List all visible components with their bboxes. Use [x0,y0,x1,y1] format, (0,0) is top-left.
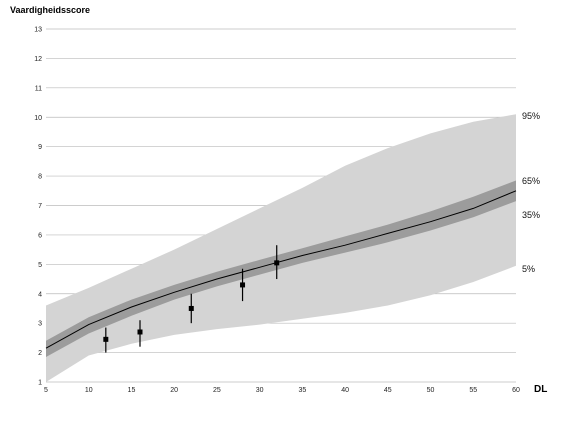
band-5-95 [46,114,516,383]
y-tick-label: 1 [38,380,42,387]
x-tick-label: 20 [170,387,178,394]
x-axis-title: DL [534,384,547,395]
y-tick-label: 3 [38,321,42,328]
y-tick-label: 13 [34,27,42,34]
data-point [188,293,194,324]
y-tick-label: 11 [35,85,42,92]
point-marker [274,260,280,266]
x-tick-labels: 5 10 15 20 25 30 35 40 45 50 55 60 [44,387,520,394]
y-tick-label: 4 [38,291,42,298]
percentile-label: 5% [522,264,535,274]
median-line [45,190,517,349]
y-tick-label: 12 [34,56,42,63]
x-tick-label: 50 [427,387,435,394]
x-tick-label: 25 [213,387,221,394]
x-tick-label: 40 [341,387,349,394]
percentile-label: 65% [522,176,540,186]
x-tick-label: 45 [384,387,392,394]
y-tick-label: 9 [38,144,42,151]
x-tick-label: 5 [44,387,48,394]
percentile-bands [46,114,516,383]
y-tick-label: 6 [38,232,42,239]
data-point [240,268,246,302]
point-marker [103,336,109,342]
y-tick-label: 7 [38,203,42,210]
y-tick-label: 10 [34,115,42,122]
data-points [103,245,280,353]
percentile-label: 35% [522,210,540,220]
point-marker [240,282,246,288]
data-point [137,320,143,347]
y-tick-label: 2 [38,350,42,357]
percentile-label: 95% [522,111,540,121]
band-35-65 [46,180,516,357]
percentile-labels: 95% 65% 35% 5% [522,111,540,274]
data-point [274,245,280,280]
x-tick-label: 55 [469,387,477,394]
point-marker [188,305,194,311]
y-tick-label: 8 [38,174,42,181]
x-tick-label: 35 [298,387,306,394]
median-layer [45,190,517,349]
x-tick-label: 15 [128,387,136,394]
data-point [103,327,109,353]
x-tick-label: 30 [256,387,264,394]
y-tick-label: 5 [38,262,42,269]
x-tick-label: 10 [85,387,93,394]
point-marker [137,329,143,335]
y-axis-title: Vaardigheidsscore [10,5,90,15]
x-tick-label: 60 [512,387,520,394]
